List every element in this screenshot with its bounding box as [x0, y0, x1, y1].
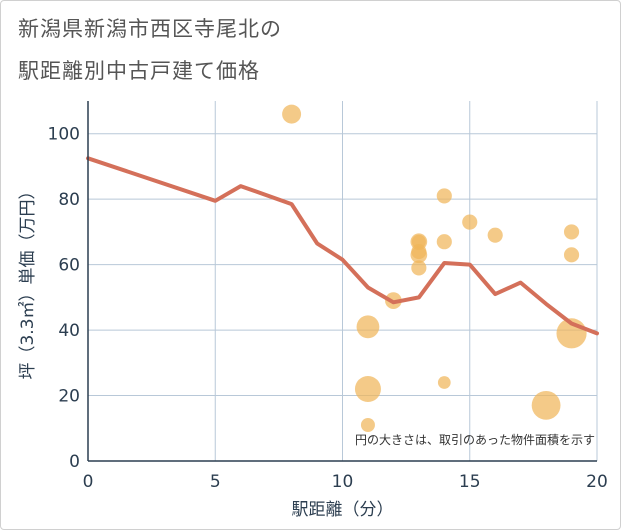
bubble-point	[356, 315, 380, 339]
x-tick-label-1: 5	[210, 472, 221, 492]
bubble-point	[563, 247, 580, 263]
x-tick-label-3: 15	[459, 472, 481, 492]
tick-labels: 0 5 10 15 20 0 20 40 60 80 100	[48, 125, 608, 492]
chart-title-line-2: 駅距離別中古戸建て価格	[18, 59, 260, 83]
bubble-point	[437, 376, 451, 389]
average-line-series	[86, 156, 599, 336]
x-tick-label-0: 0	[83, 472, 94, 492]
bubble-point	[354, 376, 381, 402]
average-line	[86, 156, 599, 336]
bubble-point	[436, 234, 452, 250]
bubble-point	[487, 227, 503, 243]
chart-title-line-1: 新潟県新潟市西区寺尾北の	[18, 17, 282, 41]
bubble-size-note: 円の大きさは、取引のあった物件面積を示す	[355, 432, 595, 447]
bubble-point	[282, 104, 302, 124]
bubble-point	[462, 214, 478, 230]
y-axis-label: 坪（3.3㎡）単価（万円）	[18, 182, 38, 379]
y-tick-label-0: 0	[69, 452, 80, 472]
bubble-point	[411, 260, 427, 276]
x-tick-label-2: 10	[332, 472, 354, 492]
y-tick-label-4: 80	[58, 190, 80, 210]
bubble-point	[436, 188, 452, 204]
bubble-point	[360, 418, 375, 432]
y-tick-label-5: 100	[48, 125, 80, 145]
y-tick-label-3: 60	[58, 256, 80, 276]
bubble-point	[563, 224, 580, 240]
bubble-point	[410, 246, 428, 264]
x-axis-label: 駅距離（分）	[292, 500, 394, 520]
axes	[87, 101, 597, 462]
bubble-point	[531, 390, 561, 420]
y-tick-label-2: 40	[58, 321, 80, 341]
bubble-series	[282, 104, 587, 432]
x-tick-label-4: 20	[586, 472, 608, 492]
y-tick-label-1: 20	[58, 387, 80, 407]
